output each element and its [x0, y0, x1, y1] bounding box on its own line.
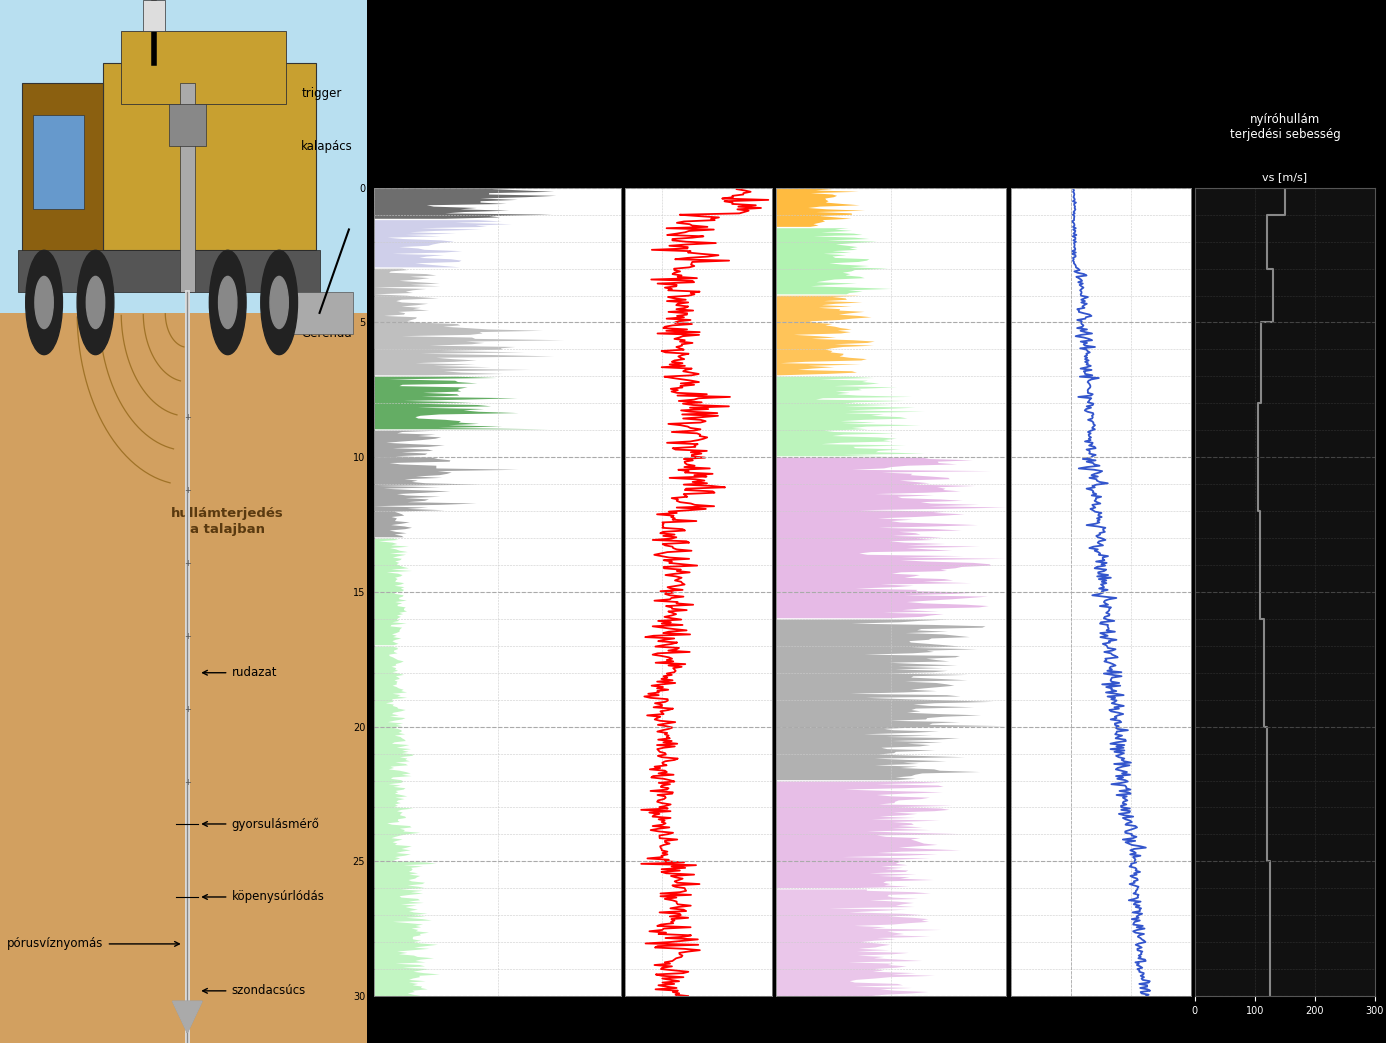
Bar — [169, 104, 205, 146]
Text: Rt [MPa]: Rt [MPa] — [868, 172, 915, 183]
Circle shape — [219, 276, 237, 329]
Text: qc [MPa]: qc [MPa] — [474, 172, 523, 183]
Text: trigger: trigger — [301, 88, 341, 100]
Polygon shape — [173, 1001, 202, 1033]
Text: szondacsúcs: szondacsúcs — [202, 985, 306, 997]
Text: súrlódási arányszám: súrlódási arányszám — [830, 128, 952, 141]
FancyBboxPatch shape — [143, 0, 165, 31]
Text: +: + — [184, 632, 191, 640]
FancyBboxPatch shape — [103, 63, 316, 250]
Circle shape — [86, 276, 105, 329]
Text: csúcsellenállás: csúcsellenállás — [453, 128, 542, 141]
Text: kalapács: kalapács — [301, 140, 353, 152]
Text: csúcsellenállás: csúcsellenállás — [453, 165, 542, 177]
Text: +: + — [184, 778, 191, 786]
Text: köpenysúrlódás: köpenysúrlódás — [653, 128, 746, 141]
Circle shape — [78, 250, 114, 355]
Text: Gerenda: Gerenda — [301, 328, 352, 340]
Text: hullámterjedés
a talajban: hullámterjedés a talajban — [172, 508, 284, 535]
Bar — [287, 292, 352, 334]
Text: vs [m/s]: vs [m/s] — [1263, 172, 1307, 183]
Text: nyíróhullám
terjedési sebesség: nyíróhullám terjedési sebesség — [1229, 113, 1340, 141]
Bar — [0, 313, 367, 1043]
Circle shape — [209, 250, 247, 355]
FancyBboxPatch shape — [33, 115, 85, 209]
Text: köpenysúrlódás: köpenysúrlódás — [202, 891, 324, 903]
Bar — [180, 83, 194, 292]
Circle shape — [26, 250, 62, 355]
Circle shape — [35, 276, 53, 329]
Text: fs [MPa]: fs [MPa] — [676, 172, 721, 183]
Text: pórusvíznyomás: pórusvíznyomás — [1052, 128, 1149, 141]
Text: u [MPa]: u [MPa] — [1080, 172, 1121, 183]
Text: gyorsulásmérő: gyorsulásmérő — [202, 818, 319, 830]
Text: +: + — [184, 559, 191, 567]
FancyBboxPatch shape — [22, 83, 103, 271]
FancyBboxPatch shape — [121, 31, 287, 104]
Text: +: + — [184, 705, 191, 713]
Text: +: + — [184, 486, 191, 494]
Bar — [0, 0, 367, 313]
Bar — [18, 250, 320, 292]
Text: qc [MPa]: qc [MPa] — [474, 161, 523, 183]
Text: pórusvíznyomás: pórusvíznyomás — [7, 938, 179, 950]
Circle shape — [261, 250, 298, 355]
Text: +: + — [184, 413, 191, 421]
Text: rudazat: rudazat — [202, 666, 277, 679]
Circle shape — [270, 276, 288, 329]
